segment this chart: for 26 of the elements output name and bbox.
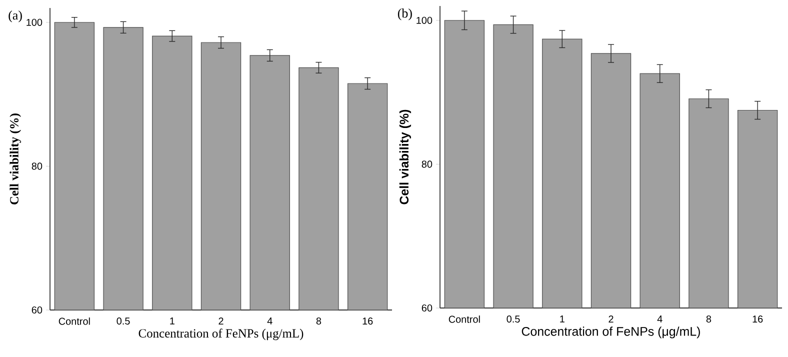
x-axis-title: Concentration of FeNPs (μg/mL) — [138, 328, 304, 340]
x-tick-label: Control — [448, 316, 480, 323]
y-axis-title: Cell viability (%) — [10, 114, 22, 204]
x-tick-label: 8 — [706, 316, 712, 323]
x-tick-label: 8 — [316, 318, 322, 325]
chart-title: (a) — [8, 10, 22, 22]
x-tick-label: 0.5 — [506, 316, 520, 323]
y-axis-title: Cell viability (%) — [399, 110, 412, 204]
x-axis-title: Concentration of FeNPs (μg/mL) — [522, 326, 700, 338]
x-tick-label: Control — [58, 318, 90, 325]
x-tick-label: 1 — [560, 316, 564, 322]
y-tick-label: 80 — [422, 160, 432, 168]
y-tick-label: 100 — [26, 18, 42, 26]
x-tick-label: 1 — [170, 318, 174, 324]
x-tick-label: 2 — [218, 318, 224, 324]
y-tick-label: 60 — [32, 306, 42, 314]
x-tick-label: 0.5 — [116, 318, 130, 325]
x-tick-label: 4 — [267, 318, 272, 324]
y-tick-label: 80 — [32, 162, 42, 170]
y-tick-label: 100 — [416, 16, 432, 24]
x-tick-label: 4 — [657, 316, 662, 322]
chart-title: (b) — [398, 8, 412, 20]
y-tick-label: 60 — [422, 304, 432, 312]
x-tick-label: 2 — [608, 316, 614, 322]
x-tick-label: 16 — [362, 318, 373, 325]
x-tick-label: 16 — [752, 316, 763, 323]
